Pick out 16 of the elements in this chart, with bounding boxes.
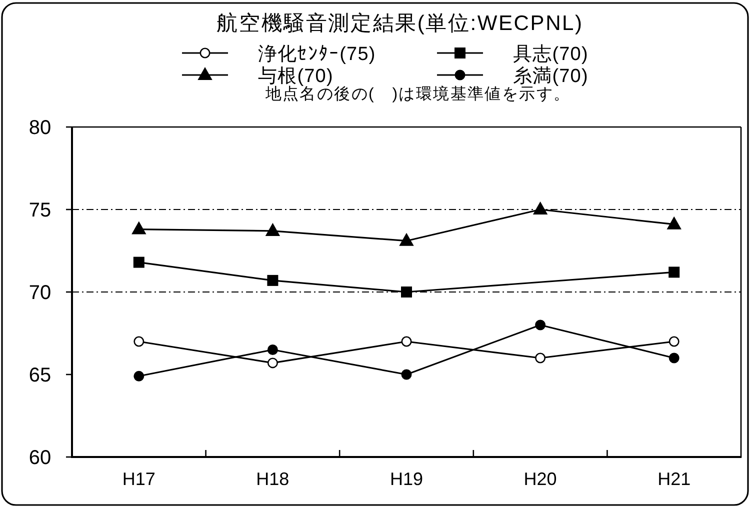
legend-label: 浄化ｾﾝﾀｰ(75)	[258, 44, 376, 65]
y-tick-label: 60	[28, 447, 52, 469]
x-tick-label: H21	[658, 469, 691, 489]
y-tick-label: 80	[28, 117, 52, 139]
legend-label: 糸満(70)	[513, 66, 588, 87]
title: 航空機騒音測定結果(単位:WECPNL)	[216, 12, 584, 35]
x-tick-label: H19	[390, 469, 424, 489]
x-tick-label: H20	[524, 469, 557, 489]
y-tick-label: 65	[28, 364, 52, 386]
x-tick-label: H17	[122, 469, 156, 489]
x-tick-label: H18	[256, 469, 290, 489]
y-tick-label: 75	[28, 200, 52, 222]
legend-label: 与根(70)	[258, 66, 334, 87]
legend-label: 具志(70)	[513, 44, 588, 65]
note: 地点名の後の( )は環境基準値を示す。	[265, 86, 571, 103]
y-tick-label: 70	[28, 282, 52, 304]
